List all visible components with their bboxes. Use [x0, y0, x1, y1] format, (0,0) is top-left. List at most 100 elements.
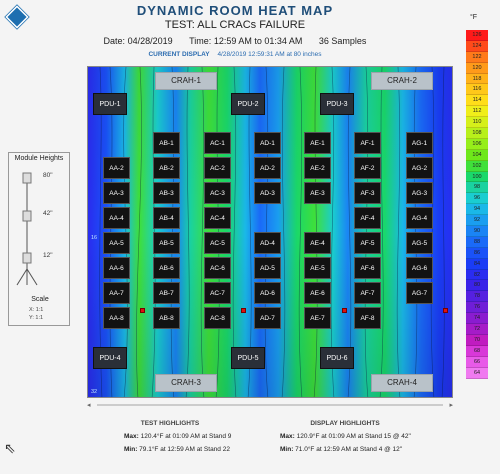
hotspot-sensor-2[interactable]: [241, 308, 246, 313]
rack-aa-8[interactable]: AA-8: [103, 307, 130, 329]
legend-swatch: 76: [466, 302, 488, 314]
legend-swatch: 118: [466, 73, 488, 85]
rack-ac-3[interactable]: AC-3: [204, 182, 231, 204]
rack-ae-4[interactable]: AE-4: [304, 232, 331, 254]
legend-swatch: 112: [466, 106, 488, 118]
test-min-label: Min:: [124, 446, 138, 453]
rack-ae-3[interactable]: AE-3: [304, 182, 331, 204]
pdu-6[interactable]: PDU-6: [320, 347, 354, 369]
crah-1[interactable]: CRAH-1: [155, 72, 217, 90]
rack-aa-6[interactable]: AA-6: [103, 257, 130, 279]
legend-swatch: 110: [466, 117, 488, 129]
crah-4[interactable]: CRAH-4: [371, 374, 433, 392]
rack-ab-8[interactable]: AB-8: [153, 307, 180, 329]
legend-swatch: 98: [466, 182, 488, 194]
rack-ac-4[interactable]: AC-4: [204, 207, 231, 229]
page-title: DYNAMIC ROOM HEAT MAP: [136, 3, 334, 18]
display-min-value: 71.0°F at 12:59 AM at Stand 4 @ 12": [295, 446, 403, 453]
height-12: 12": [43, 252, 53, 259]
rack-ac-7[interactable]: AC-7: [204, 282, 231, 304]
rack-af-1[interactable]: AF-1: [354, 132, 381, 154]
rack-af-5[interactable]: AF-5: [354, 232, 381, 254]
pdu-3[interactable]: PDU-3: [320, 93, 354, 115]
legend-swatch: 120: [466, 62, 488, 74]
rack-af-2[interactable]: AF-2: [354, 157, 381, 179]
hotspot-sensor-3[interactable]: [342, 308, 347, 313]
display-highlights-min: Min: 71.0°F at 12:59 AM at Stand 4 @ 12": [280, 446, 402, 453]
rack-af-8[interactable]: AF-8: [354, 307, 381, 329]
legend-swatch: 106: [466, 138, 488, 150]
pdu-5[interactable]: PDU-5: [231, 347, 265, 369]
rack-ac-1[interactable]: AC-1: [204, 132, 231, 154]
rack-ac-5[interactable]: AC-5: [204, 232, 231, 254]
rack-ae-2[interactable]: AE-2: [304, 157, 331, 179]
rack-ad-3[interactable]: AD-3: [254, 182, 281, 204]
rack-ag-1[interactable]: AG-1: [406, 132, 433, 154]
legend-swatch: 88: [466, 236, 488, 248]
heat-map[interactable]: CRAH-1 CRAH-2 CRAH-3 CRAH-4 PDU-1 PDU-2 …: [87, 66, 453, 398]
display-highlights-max: Max: 120.9°F at 01:09 AM at Stand 15 @ 4…: [280, 433, 411, 440]
height-80: 80": [43, 172, 53, 179]
rack-ad-5[interactable]: AD-5: [254, 257, 281, 279]
rack-ac-8[interactable]: AC-8: [204, 307, 231, 329]
rack-ad-6[interactable]: AD-6: [254, 282, 281, 304]
rack-ae-6[interactable]: AE-6: [304, 282, 331, 304]
rack-ab-1[interactable]: AB-1: [153, 132, 180, 154]
rack-ab-3[interactable]: AB-3: [153, 182, 180, 204]
time-value: 12:59 AM to 01:34 AM: [213, 36, 303, 46]
rack-ad-1[interactable]: AD-1: [254, 132, 281, 154]
rack-ag-2[interactable]: AG-2: [406, 157, 433, 179]
rack-ae-5[interactable]: AE-5: [304, 257, 331, 279]
rack-ag-7[interactable]: AG-7: [406, 282, 433, 304]
rack-ae-1[interactable]: AE-1: [304, 132, 331, 154]
rack-ad-4[interactable]: AD-4: [254, 232, 281, 254]
legend-swatch: 126: [466, 30, 488, 41]
rack-aa-2[interactable]: AA-2: [103, 157, 130, 179]
rack-ag-5[interactable]: AG-5: [406, 232, 433, 254]
rack-aa-7[interactable]: AA-7: [103, 282, 130, 304]
temperature-legend: °F 126 124 122 120 118 116 114 112 110 108 106 104 1…: [466, 14, 488, 379]
hotspot-sensor-4[interactable]: [443, 308, 448, 313]
rack-aa-4[interactable]: AA-4: [103, 207, 130, 229]
rack-ag-6[interactable]: AG-6: [406, 257, 433, 279]
legend-swatch: 68: [466, 345, 488, 357]
map-scrollbar[interactable]: ◂ ▸: [87, 401, 453, 409]
rack-ab-4[interactable]: AB-4: [153, 207, 180, 229]
legend-swatch: 94: [466, 204, 488, 216]
scroll-left-icon[interactable]: ◂: [87, 402, 91, 409]
rack-ad-2[interactable]: AD-2: [254, 157, 281, 179]
rack-ae-7[interactable]: AE-7: [304, 307, 331, 329]
rack-af-4[interactable]: AF-4: [354, 207, 381, 229]
pdu-4[interactable]: PDU-4: [93, 347, 127, 369]
rack-ac-6[interactable]: AC-6: [204, 257, 231, 279]
rack-ag-3[interactable]: AG-3: [406, 182, 433, 204]
display-max-label: Max:: [280, 433, 295, 440]
rack-aa-3[interactable]: AA-3: [103, 182, 130, 204]
scroll-right-icon[interactable]: ▸: [449, 402, 453, 409]
crah-3[interactable]: CRAH-3: [155, 374, 217, 392]
module-heights-title: Module Heights: [14, 155, 64, 162]
rack-af-6[interactable]: AF-6: [354, 257, 381, 279]
rack-ab-5[interactable]: AB-5: [153, 232, 180, 254]
hotspot-sensor-1[interactable]: [140, 308, 145, 313]
rack-ad-7[interactable]: AD-7: [254, 307, 281, 329]
display-min-label: Min:: [280, 446, 294, 453]
pdu-2[interactable]: PDU-2: [231, 93, 265, 115]
rack-ab-7[interactable]: AB-7: [153, 282, 180, 304]
legend-swatch: 64: [466, 367, 488, 379]
rack-aa-5[interactable]: AA-5: [103, 232, 130, 254]
crah-2[interactable]: CRAH-2: [371, 72, 433, 90]
pdu-1[interactable]: PDU-1: [93, 93, 127, 115]
rack-ab-6[interactable]: AB-6: [153, 257, 180, 279]
rack-ag-4[interactable]: AG-4: [406, 207, 433, 229]
scroll-track[interactable]: [97, 404, 443, 406]
rack-af-3[interactable]: AF-3: [354, 182, 381, 204]
legend-swatch: 100: [466, 171, 488, 183]
rack-af-7[interactable]: AF-7: [354, 282, 381, 304]
rack-ab-2[interactable]: AB-2: [153, 157, 180, 179]
mouse-cursor-icon: ⇖: [4, 440, 16, 456]
legend-swatch: 78: [466, 291, 488, 303]
rack-ac-2[interactable]: AC-2: [204, 157, 231, 179]
scale-label: Scale: [31, 296, 49, 303]
test-highlights-title: TEST HIGHLIGHTS: [140, 420, 200, 427]
